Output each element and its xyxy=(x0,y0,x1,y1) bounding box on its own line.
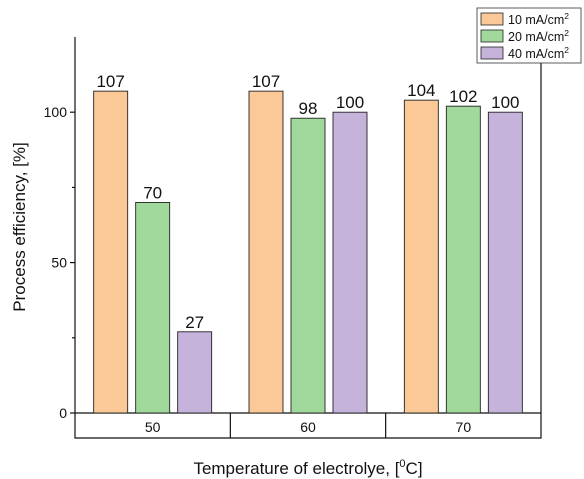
legend-swatch xyxy=(480,46,504,60)
bars-group xyxy=(93,90,523,414)
bar xyxy=(177,331,213,414)
y-tick-label: 100 xyxy=(44,104,68,120)
bar xyxy=(445,105,481,414)
bar xyxy=(93,90,129,414)
data-label: 27 xyxy=(185,313,204,332)
y-tick-label: 0 xyxy=(59,405,67,421)
bar xyxy=(248,90,284,414)
y-tick-label: 50 xyxy=(51,255,67,271)
legend-swatch xyxy=(480,12,504,26)
data-label: 100 xyxy=(336,93,364,112)
bar xyxy=(332,111,368,414)
y-axis: 0 50 100 xyxy=(44,104,75,421)
x-axis-title-suffix: C] xyxy=(406,459,423,478)
x-axis-title-superscript: 0 xyxy=(399,458,405,470)
plot-border xyxy=(74,37,542,439)
x-axis: 50 60 70 xyxy=(145,413,471,438)
data-label: 104 xyxy=(407,81,435,100)
x-axis-title: Temperature of electrolye, [0C] xyxy=(193,458,422,478)
x-category-label: 50 xyxy=(145,419,161,435)
x-axis-title-main: Temperature of electrolye, [ xyxy=(193,459,399,478)
x-category-label: 70 xyxy=(456,419,472,435)
bar xyxy=(290,117,326,414)
data-label: 70 xyxy=(143,183,162,202)
bar xyxy=(135,201,171,414)
data-label: 100 xyxy=(491,93,519,112)
legend-label: 20 mA/cm2 xyxy=(508,28,569,44)
x-category-label: 60 xyxy=(300,419,316,435)
bar xyxy=(403,99,439,414)
legend-label: 10 mA/cm2 xyxy=(508,11,569,27)
legend-swatch xyxy=(480,29,504,43)
data-label: 98 xyxy=(299,99,318,118)
data-label: 107 xyxy=(96,72,124,91)
data-label: 102 xyxy=(449,87,477,106)
data-label: 107 xyxy=(252,72,280,91)
legend-label: 40 mA/cm2 xyxy=(508,45,569,61)
y-axis-title: Process efficiency, [%] xyxy=(10,142,29,311)
data-labels-group: 107 70 27 107 98 100 104 102 100 xyxy=(96,72,519,332)
bar xyxy=(487,111,523,414)
